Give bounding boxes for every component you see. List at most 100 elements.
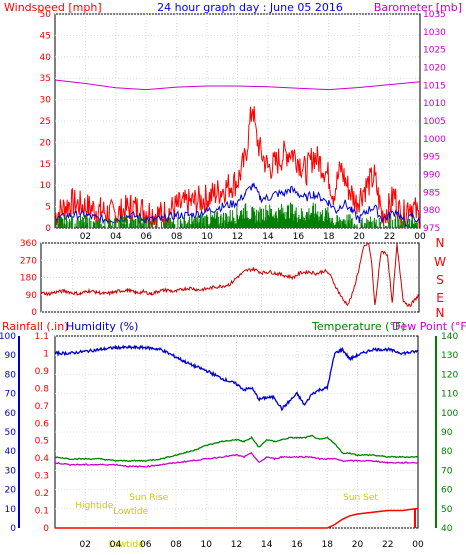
wind-barometer-panel: Windspeed [mph] 24 hour graph day : June… xyxy=(4,1,462,242)
x-tick-label: 16 xyxy=(291,540,303,550)
temperature-tick-label: 80 xyxy=(441,447,453,457)
x-tick-label: 06 xyxy=(141,232,153,242)
direction-tick-label: 180 xyxy=(20,274,37,284)
humidity-tick-label: 100 xyxy=(0,332,16,342)
astronomy-annotation: Lowtide xyxy=(113,507,148,517)
y2-tick-label: 975 xyxy=(423,224,440,234)
humidity-tick-label: 30 xyxy=(5,466,17,476)
astronomy-annotation: Lowtide xyxy=(109,540,144,550)
temperature-line xyxy=(54,434,419,463)
x-tick-label: 22 xyxy=(382,540,393,550)
rain-tick-label: 0.7 xyxy=(35,402,49,412)
x-tick-label: 18 xyxy=(323,232,335,242)
temperature-tick-label: 140 xyxy=(441,332,458,342)
astronomy-annotation: Sun Set xyxy=(343,493,378,503)
humidity-tick-label: 50 xyxy=(5,428,17,438)
rain-tick-label: 0.9 xyxy=(35,367,50,377)
temperature-tick-label: 120 xyxy=(441,370,458,380)
x-tick-label: 14 xyxy=(261,540,273,550)
x-tick-label: 20 xyxy=(353,232,365,242)
humidity-tick-label: 10 xyxy=(5,505,17,515)
temperature-tick-label: 90 xyxy=(441,428,453,438)
humidity-axis-label: Humidity (%) xyxy=(66,320,138,333)
y2-tick-label: 1030 xyxy=(423,28,446,38)
dewpoint-line xyxy=(54,451,419,468)
y-tick-label: 30 xyxy=(40,96,52,106)
humidity-tick-label: 40 xyxy=(5,447,17,457)
y2-tick-label: 990 xyxy=(423,171,440,181)
compass-label: E xyxy=(436,291,444,305)
humidity-tick-label: 80 xyxy=(5,370,17,380)
y2-tick-label: 1010 xyxy=(423,99,446,109)
humidity-tick-label: 60 xyxy=(5,409,17,419)
x-tick-label: 16 xyxy=(293,232,305,242)
direction-tick-label: 360 xyxy=(20,239,37,249)
temperature-tick-label: 130 xyxy=(441,351,458,361)
x-tick-label: 08 xyxy=(170,540,182,550)
temperature-tick-label: 50 xyxy=(441,505,453,515)
y2-tick-label: 1025 xyxy=(423,46,446,56)
y-tick-label: 15 xyxy=(40,160,51,170)
rain-tick-label: 1.1 xyxy=(35,332,49,342)
x-tick-label: 02 xyxy=(80,540,91,550)
x-tick-label: 04 xyxy=(110,232,122,242)
direction-tick-label: 0 xyxy=(31,308,37,318)
rain-tick-label: 1 xyxy=(43,349,49,359)
rain-tick-label: 0.3 xyxy=(35,472,49,482)
direction-tick-label: 270 xyxy=(20,256,37,266)
humidity-line xyxy=(54,344,419,412)
compass-label: N xyxy=(436,306,445,320)
compass-label: W xyxy=(434,255,446,269)
x-tick-label: 00 xyxy=(412,540,424,550)
temperature-tick-label: 100 xyxy=(441,409,458,419)
y2-tick-label: 995 xyxy=(423,153,440,163)
y-tick-label: 5 xyxy=(45,203,51,213)
avg-line xyxy=(54,181,421,227)
dewpoint-axis-label: Dew Point (°F) xyxy=(392,320,466,333)
y-tick-label: 20 xyxy=(40,138,52,148)
y2-tick-label: 980 xyxy=(423,206,440,216)
y-tick-label: 25 xyxy=(40,117,51,127)
chart-title: 24 hour graph day : June 05 2016 xyxy=(157,1,343,14)
rain-tick-label: 0.2 xyxy=(35,489,49,499)
windspeed-axis-label: Windspeed [mph] xyxy=(4,1,102,14)
y-tick-label: 50 xyxy=(40,10,52,20)
x-tick-label: 02 xyxy=(80,232,91,242)
rain-tick-label: 0.8 xyxy=(35,384,50,394)
x-tick-label: 10 xyxy=(201,540,213,550)
y2-tick-label: 1005 xyxy=(423,117,446,127)
barometer-axis-label: Barometer [mb] xyxy=(374,1,462,14)
y-tick-label: 40 xyxy=(40,53,52,63)
y2-tick-label: 1020 xyxy=(423,64,446,74)
y2-tick-label: 985 xyxy=(423,188,440,198)
temperature-tick-label: 110 xyxy=(441,390,458,400)
astronomy-annotation: Sun Rise xyxy=(129,493,168,503)
barometer-line xyxy=(54,79,421,91)
temperature-tick-label: 60 xyxy=(441,486,453,496)
x-tick-label: 20 xyxy=(352,540,364,550)
compass-label: N xyxy=(436,236,445,250)
rain-tick-label: 0.1 xyxy=(35,507,49,517)
humidity-tick-label: 0 xyxy=(10,524,16,534)
y2-tick-label: 1035 xyxy=(423,10,446,20)
temperature-tick-label: 70 xyxy=(441,466,453,476)
x-tick-label: 10 xyxy=(201,232,213,242)
x-tick-label: 04 xyxy=(110,540,122,550)
direction-tick-label: 90 xyxy=(26,291,38,301)
x-tick-label: 18 xyxy=(322,540,334,550)
rainfall-line xyxy=(55,508,418,529)
humidity-tick-label: 70 xyxy=(5,390,17,400)
x-tick-label: 08 xyxy=(171,232,183,242)
x-tick-label: 12 xyxy=(232,232,243,242)
rain-tick-label: 0.5 xyxy=(35,437,49,447)
y-tick-label: 45 xyxy=(40,31,51,41)
temperature-humidity-panel: Rainfall (.in) Humidity (%) Temperature … xyxy=(0,320,466,550)
rainfall-axis-label: Rainfall (.in) xyxy=(2,320,69,333)
astronomy-annotation: Hightide xyxy=(75,501,113,511)
x-tick-label: 00 xyxy=(414,232,426,242)
x-tick-label: 06 xyxy=(140,540,152,550)
rain-tick-label: 0.4 xyxy=(35,454,50,464)
rain-tick-label: 0 xyxy=(43,524,49,534)
y-tick-label: 35 xyxy=(40,74,51,84)
